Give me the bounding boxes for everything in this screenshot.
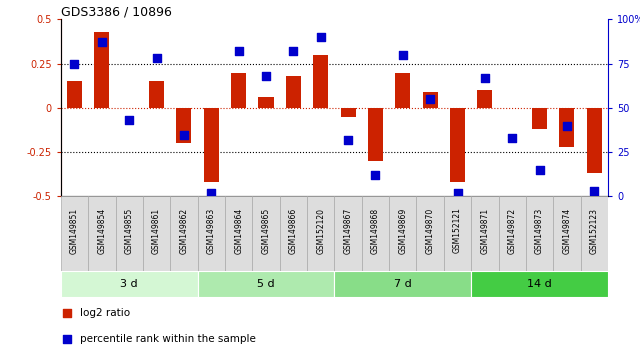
- Text: percentile rank within the sample: percentile rank within the sample: [80, 334, 256, 344]
- Point: [534, 167, 545, 173]
- Text: 5 d: 5 d: [257, 279, 275, 289]
- Bar: [335, 271, 471, 297]
- Bar: [143, 196, 170, 271]
- Bar: [61, 196, 88, 271]
- Text: 3 d: 3 d: [120, 279, 138, 289]
- Text: GSM149865: GSM149865: [262, 208, 271, 254]
- Bar: [198, 196, 225, 271]
- Bar: [67, 81, 82, 108]
- Point: [97, 40, 107, 45]
- Bar: [559, 108, 575, 147]
- Text: GDS3386 / 10896: GDS3386 / 10896: [61, 5, 172, 18]
- Point: [124, 118, 134, 123]
- Point: [562, 123, 572, 129]
- Bar: [554, 196, 580, 271]
- Point: [507, 135, 517, 141]
- Bar: [88, 196, 116, 271]
- Bar: [368, 108, 383, 161]
- Bar: [417, 196, 444, 271]
- Bar: [259, 97, 273, 108]
- Bar: [526, 196, 554, 271]
- Text: GSM152121: GSM152121: [453, 208, 462, 253]
- Text: GSM149862: GSM149862: [179, 208, 188, 254]
- Bar: [204, 108, 219, 182]
- Point: [234, 48, 244, 54]
- Text: GSM149855: GSM149855: [125, 208, 134, 254]
- Text: GSM152120: GSM152120: [316, 208, 325, 253]
- Bar: [499, 196, 526, 271]
- Bar: [116, 196, 143, 271]
- Bar: [471, 196, 499, 271]
- Bar: [61, 271, 198, 297]
- Text: log2 ratio: log2 ratio: [80, 308, 130, 318]
- Bar: [389, 196, 417, 271]
- Bar: [198, 271, 335, 297]
- Text: GSM149869: GSM149869: [398, 208, 407, 254]
- Text: 14 d: 14 d: [527, 279, 552, 289]
- Bar: [252, 196, 280, 271]
- Text: GSM152123: GSM152123: [590, 208, 599, 253]
- Bar: [532, 108, 547, 129]
- Point: [425, 96, 435, 102]
- Bar: [580, 196, 608, 271]
- Bar: [471, 271, 608, 297]
- Bar: [422, 92, 438, 108]
- Text: GSM149863: GSM149863: [207, 208, 216, 254]
- Point: [480, 75, 490, 81]
- Bar: [231, 73, 246, 108]
- Text: GSM149873: GSM149873: [535, 208, 544, 254]
- Text: GSM149854: GSM149854: [97, 208, 106, 254]
- Point: [371, 172, 381, 178]
- Text: GSM149871: GSM149871: [481, 208, 490, 254]
- Bar: [335, 196, 362, 271]
- Text: GSM149868: GSM149868: [371, 208, 380, 254]
- Bar: [340, 108, 356, 117]
- Bar: [587, 108, 602, 173]
- Point: [397, 52, 408, 58]
- Text: GSM149867: GSM149867: [344, 208, 353, 254]
- Point: [179, 132, 189, 137]
- Bar: [149, 81, 164, 108]
- Bar: [307, 196, 335, 271]
- Text: GSM149851: GSM149851: [70, 208, 79, 254]
- Bar: [280, 196, 307, 271]
- Point: [152, 56, 162, 61]
- Point: [316, 34, 326, 40]
- Text: GSM149872: GSM149872: [508, 208, 516, 254]
- Bar: [477, 90, 492, 108]
- Text: GSM149861: GSM149861: [152, 208, 161, 254]
- Bar: [177, 108, 191, 143]
- Bar: [450, 108, 465, 182]
- Text: GSM149870: GSM149870: [426, 208, 435, 254]
- Bar: [362, 196, 389, 271]
- Bar: [313, 55, 328, 108]
- Point: [288, 48, 298, 54]
- Point: [206, 190, 216, 196]
- Bar: [444, 196, 471, 271]
- Point: [452, 190, 463, 196]
- Text: 7 d: 7 d: [394, 279, 412, 289]
- Point: [69, 61, 79, 67]
- Text: GSM149874: GSM149874: [563, 208, 572, 254]
- Bar: [94, 32, 109, 108]
- Bar: [225, 196, 252, 271]
- Point: [261, 73, 271, 79]
- Bar: [286, 76, 301, 108]
- Text: GSM149866: GSM149866: [289, 208, 298, 254]
- Bar: [396, 73, 410, 108]
- Bar: [170, 196, 198, 271]
- Point: [589, 188, 600, 194]
- Text: GSM149864: GSM149864: [234, 208, 243, 254]
- Point: [343, 137, 353, 143]
